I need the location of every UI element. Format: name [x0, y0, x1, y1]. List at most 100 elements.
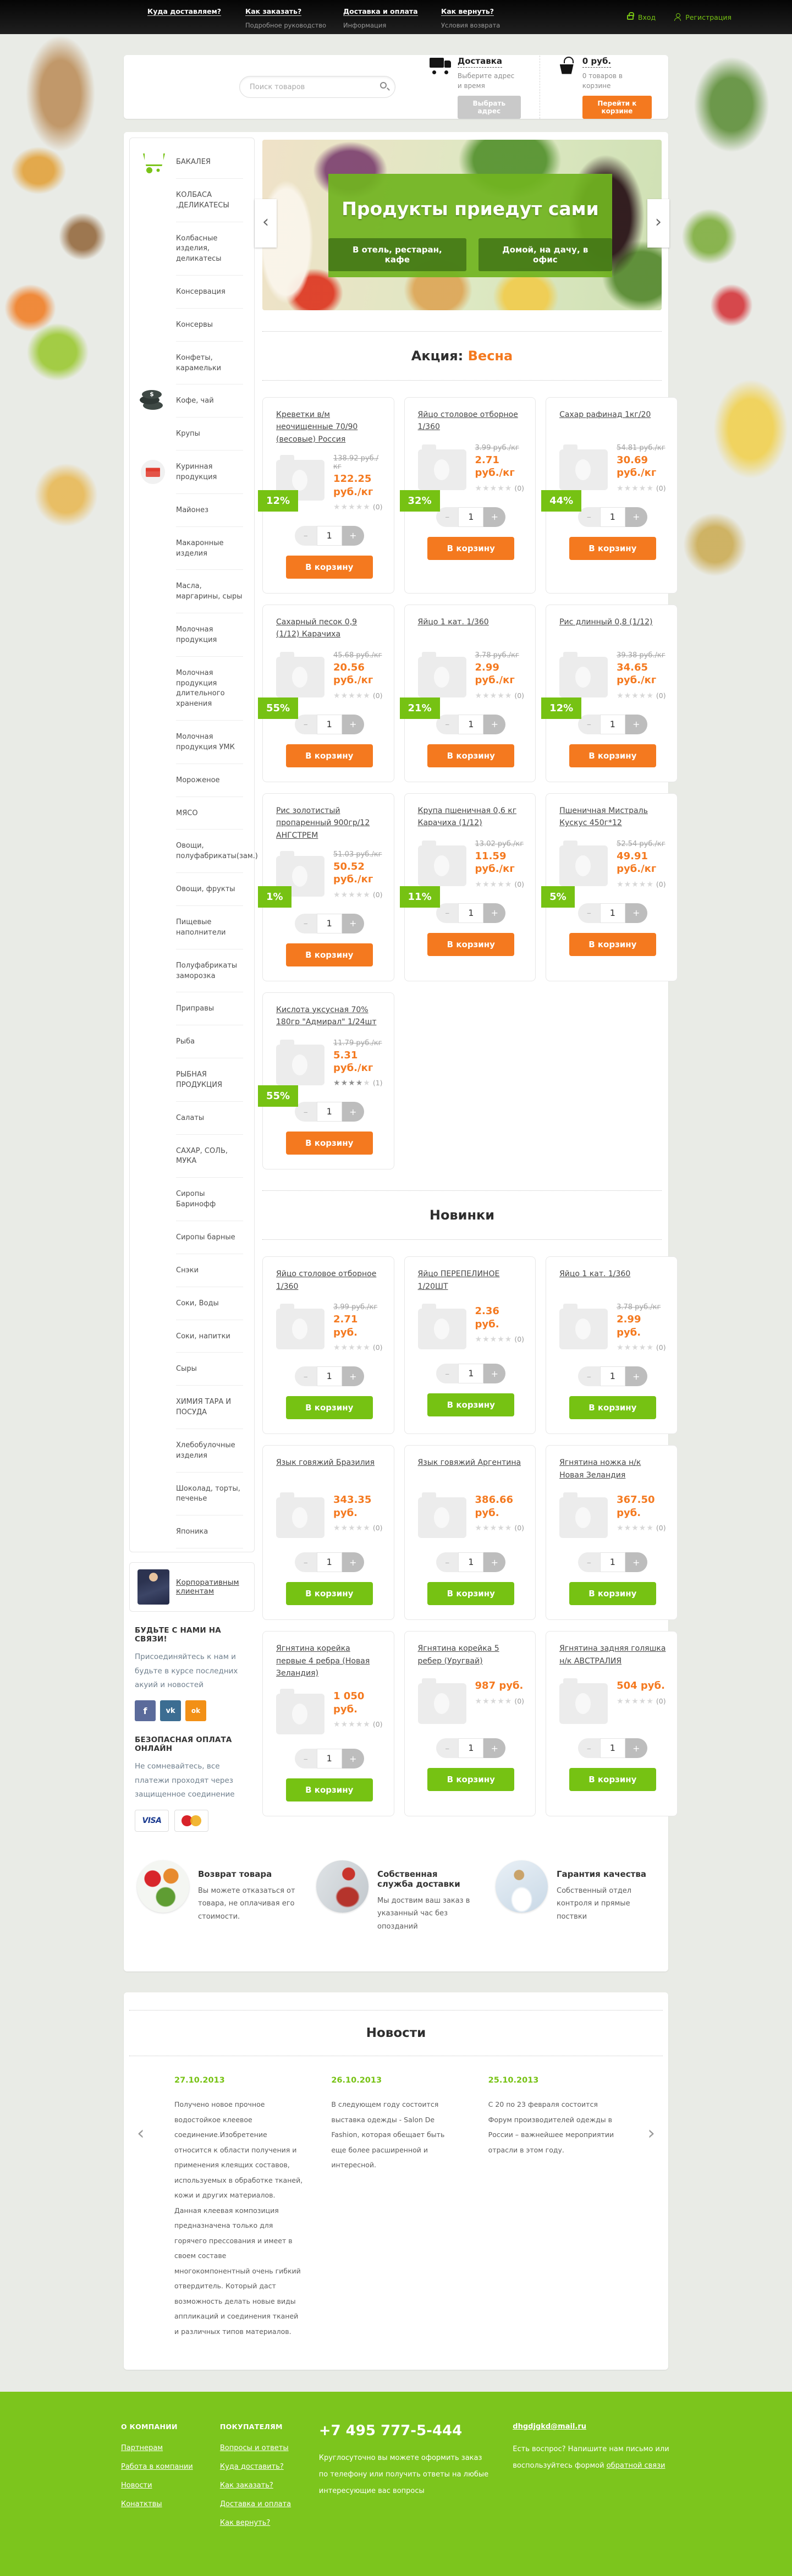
qty-plus-button[interactable]: +: [625, 1738, 647, 1759]
add-to-cart-button[interactable]: В корзину: [569, 536, 656, 560]
add-to-cart-button[interactable]: В корзину: [569, 1768, 656, 1792]
footer-link[interactable]: Конатктвы: [121, 2500, 162, 2509]
footer-phone-number[interactable]: +7 495 777-5-444: [318, 2423, 463, 2440]
category-item[interactable]: КОЛБАСА ,ДЕЛИКАТЕСЫ: [130, 179, 246, 222]
footer-link[interactable]: Куда доставить?: [219, 2463, 284, 2471]
qty-minus-button[interactable]: –: [294, 1366, 317, 1387]
topbar-link[interactable]: Как вернуть? Условия возврата: [441, 5, 524, 29]
qty-plus-button[interactable]: +: [483, 714, 506, 734]
feedback-form-link[interactable]: обратной связи: [606, 2462, 666, 2470]
qty-plus-button[interactable]: +: [483, 1364, 506, 1384]
qty-minus-button[interactable]: –: [436, 1364, 459, 1384]
qty-minus-button[interactable]: –: [294, 1552, 317, 1573]
qty-value[interactable]: 1: [316, 1552, 342, 1573]
qty-plus-button[interactable]: +: [625, 714, 647, 734]
topbar-link[interactable]: Доставка и оплата Информация: [343, 5, 426, 29]
qty-value[interactable]: 1: [316, 714, 342, 734]
qty-minus-button[interactable]: –: [578, 1552, 600, 1573]
add-to-cart-button[interactable]: В корзину: [569, 744, 656, 767]
add-to-cart-button[interactable]: В корзину: [285, 744, 373, 767]
category-item[interactable]: Рыба: [130, 1025, 246, 1058]
footer-link[interactable]: Партнерам: [121, 2444, 163, 2453]
search-icon[interactable]: [380, 82, 387, 89]
category-item[interactable]: Крупы: [130, 418, 246, 451]
product-title[interactable]: Ягнятина ножка н/к Новая Зеландия: [559, 1458, 641, 1480]
footer-link[interactable]: Вопросы и ответы: [219, 2444, 289, 2453]
category-item[interactable]: Конфеты, карамельки: [130, 342, 246, 385]
ok-icon[interactable]: [185, 1700, 206, 1722]
add-to-cart-button[interactable]: В корзину: [427, 744, 515, 767]
banner-prev-arrow[interactable]: ‹: [255, 199, 277, 248]
product-title[interactable]: Ягнятина задняя голяшка н/к АВСТРАЛИЯ: [559, 1644, 666, 1666]
product-title[interactable]: Яйцо 1 кат. 1/360: [417, 617, 489, 627]
product-title[interactable]: Кислота уксусная 70% 180гр "Адмирал" 1/2…: [276, 1005, 377, 1027]
qty-value[interactable]: 1: [600, 903, 625, 923]
banner-button[interactable]: Домой, на дачу, в офис: [478, 238, 612, 271]
topbar-link[interactable]: Куда доставляем?: [147, 5, 230, 30]
topbar-link[interactable]: Как заказать? Подробное руководство: [245, 5, 328, 29]
category-item[interactable]: Консервация: [130, 276, 246, 309]
qty-value[interactable]: 1: [600, 1552, 625, 1573]
qty-plus-button[interactable]: +: [342, 1552, 364, 1573]
product-title[interactable]: Рис золотистый пропаренный 900гр/12 АНГС…: [276, 806, 370, 840]
add-to-cart-button[interactable]: В корзину: [427, 932, 515, 956]
category-item[interactable]: Овощи, фрукты: [130, 873, 246, 906]
qty-plus-button[interactable]: +: [625, 1366, 647, 1387]
qty-minus-button[interactable]: –: [436, 903, 459, 923]
add-to-cart-button[interactable]: В корзину: [569, 1582, 656, 1606]
banner-next-arrow[interactable]: ›: [647, 199, 669, 248]
product-title[interactable]: Ягнятина корейка 5 ребер (Уругвай): [417, 1644, 499, 1666]
qty-value[interactable]: 1: [316, 1749, 342, 1769]
add-to-cart-button[interactable]: В корзину: [285, 1396, 373, 1420]
qty-minus-button[interactable]: –: [294, 714, 317, 734]
qty-value[interactable]: 1: [316, 1366, 342, 1387]
qty-minus-button[interactable]: –: [294, 525, 317, 546]
category-item[interactable]: Японика: [130, 1515, 246, 1548]
search-input[interactable]: [239, 76, 395, 98]
qty-value[interactable]: 1: [600, 507, 625, 527]
qty-minus-button[interactable]: –: [436, 1738, 459, 1759]
qty-minus-button[interactable]: –: [294, 1749, 317, 1769]
product-title[interactable]: Крупа пшеничная 0,6 кг Карачиха (1/12): [417, 806, 517, 828]
login-link[interactable]: Вход: [626, 12, 656, 21]
footer-link[interactable]: Как вернуть?: [219, 2519, 271, 2528]
qty-value[interactable]: 1: [316, 1102, 342, 1122]
qty-plus-button[interactable]: +: [483, 1552, 506, 1573]
qty-minus-button[interactable]: –: [294, 1102, 317, 1122]
product-title[interactable]: Креветки в/м неочищенные 70/90 (весовые)…: [276, 410, 358, 444]
add-to-cart-button[interactable]: В корзину: [569, 1396, 656, 1420]
qty-plus-button[interactable]: +: [342, 1366, 364, 1387]
category-item[interactable]: Молочная продукция: [130, 613, 246, 657]
footer-email-link[interactable]: dhgdjgkd@mail.ru: [513, 2423, 586, 2431]
qty-value[interactable]: 1: [600, 1366, 625, 1387]
qty-value[interactable]: 1: [458, 1738, 484, 1759]
footer-link[interactable]: Доставка и оплата: [219, 2500, 292, 2509]
choose-address-button[interactable]: Выбрать адрес: [457, 95, 521, 119]
add-to-cart-button[interactable]: В корзину: [285, 943, 373, 966]
product-title[interactable]: Сахар рафинад 1кг/20: [559, 410, 651, 419]
product-title[interactable]: Язык говяжий Аргентина: [417, 1458, 521, 1468]
go-to-cart-button[interactable]: Перейти к корзине: [582, 95, 652, 119]
category-item[interactable]: Колбасные изделия, деликатесы: [130, 222, 246, 276]
category-item[interactable]: Овощи, полуфабрикаты(зам.): [130, 830, 258, 873]
product-title[interactable]: Яйцо ПЕРЕПЕЛИНОЕ 1/20ШТ: [417, 1270, 500, 1291]
category-item[interactable]: Сиропы барные: [130, 1221, 246, 1254]
facebook-icon[interactable]: [135, 1700, 156, 1722]
category-item[interactable]: Куринная продукция: [130, 451, 246, 494]
footer-link[interactable]: Работа в компании: [121, 2463, 193, 2471]
qty-plus-button[interactable]: +: [625, 903, 647, 923]
qty-minus-button[interactable]: –: [436, 1552, 459, 1573]
add-to-cart-button[interactable]: В корзину: [427, 536, 515, 560]
qty-plus-button[interactable]: +: [483, 1738, 506, 1759]
category-item[interactable]: Майонез: [130, 494, 246, 527]
qty-plus-button[interactable]: +: [625, 507, 647, 527]
qty-value[interactable]: 1: [600, 714, 625, 734]
category-item[interactable]: Мороженое: [130, 764, 246, 797]
category-item[interactable]: БАКАЛЕЯ: [130, 146, 246, 179]
product-title[interactable]: Пшеничная Мистраль Кускус 450г*12: [559, 806, 648, 828]
category-item[interactable]: МЯСО: [130, 797, 246, 830]
delivery-title[interactable]: Доставка: [457, 56, 503, 68]
qty-value[interactable]: 1: [458, 714, 484, 734]
qty-plus-button[interactable]: +: [342, 714, 364, 734]
category-item[interactable]: Сиропы Баринофф: [130, 1178, 246, 1221]
